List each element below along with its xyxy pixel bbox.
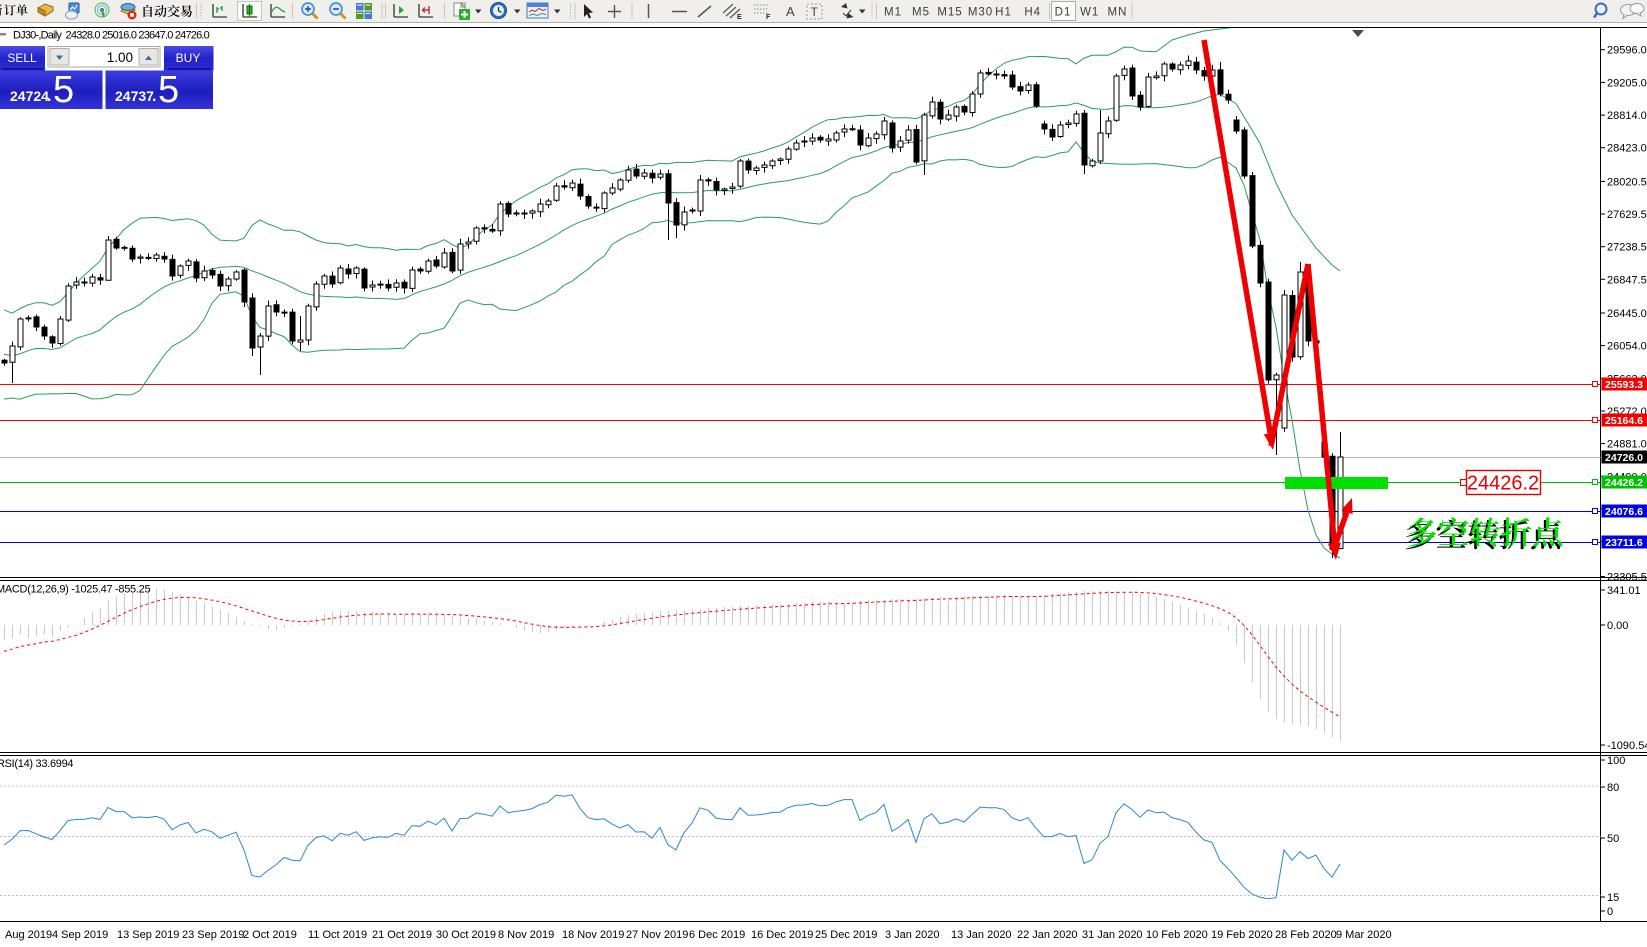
svg-text:0: 0 bbox=[1607, 906, 1613, 918]
svg-text:11 Oct 2019: 11 Oct 2019 bbox=[308, 929, 367, 941]
svg-text:26847.5: 26847.5 bbox=[1607, 274, 1647, 286]
svg-text:A: A bbox=[786, 4, 795, 19]
svg-text:9 Mar 2020: 9 Mar 2020 bbox=[1336, 929, 1392, 941]
svg-text:23305.5: 23305.5 bbox=[1607, 572, 1647, 584]
svg-text:M15: M15 bbox=[937, 7, 962, 19]
svg-text:24724: 24724 bbox=[10, 88, 49, 104]
svg-text:24426.2: 24426.2 bbox=[1467, 473, 1539, 495]
svg-text:13 Jan 2020: 13 Jan 2020 bbox=[951, 929, 1012, 941]
svg-text:341.01: 341.01 bbox=[1607, 585, 1641, 597]
svg-text:BUY: BUY bbox=[176, 51, 201, 65]
svg-text:4 Sep 2019: 4 Sep 2019 bbox=[52, 929, 108, 941]
svg-text:M30: M30 bbox=[968, 7, 993, 19]
svg-text:18 Nov 2019: 18 Nov 2019 bbox=[562, 929, 624, 941]
svg-text:24726.0: 24726.0 bbox=[1605, 452, 1643, 464]
svg-text:25593.3: 25593.3 bbox=[1605, 379, 1643, 391]
svg-text:0.00: 0.00 bbox=[1607, 620, 1628, 632]
svg-text:E: E bbox=[737, 14, 742, 21]
svg-text:50: 50 bbox=[1607, 833, 1619, 845]
svg-text:100: 100 bbox=[1607, 755, 1625, 767]
svg-text:28020.5: 28020.5 bbox=[1607, 176, 1647, 188]
svg-text:30 Oct 2019: 30 Oct 2019 bbox=[436, 929, 496, 941]
svg-text:23711.6: 23711.6 bbox=[1605, 537, 1643, 549]
svg-text:MACD(12,26,9) -1025.47 -855.25: MACD(12,26,9) -1025.47 -855.25 bbox=[0, 584, 150, 596]
svg-text:24737: 24737 bbox=[115, 88, 154, 104]
svg-text:19 Feb 2020: 19 Feb 2020 bbox=[1211, 929, 1273, 941]
svg-text:5: 5 bbox=[53, 69, 74, 111]
svg-text:29596.0: 29596.0 bbox=[1607, 45, 1647, 57]
svg-text:MN: MN bbox=[1108, 7, 1128, 19]
svg-text:8 Nov 2019: 8 Nov 2019 bbox=[498, 929, 554, 941]
svg-text:28814.0: 28814.0 bbox=[1607, 110, 1647, 122]
svg-text:25164.6: 25164.6 bbox=[1605, 415, 1643, 427]
svg-text:24076.6: 24076.6 bbox=[1605, 506, 1643, 518]
svg-text:M5: M5 bbox=[912, 7, 930, 19]
svg-text:24426.2: 24426.2 bbox=[1605, 477, 1643, 489]
svg-text:22 Jan 2020: 22 Jan 2020 bbox=[1017, 929, 1078, 941]
svg-text:27238.5: 27238.5 bbox=[1607, 242, 1647, 254]
svg-text:80: 80 bbox=[1607, 782, 1619, 794]
svg-text:W1: W1 bbox=[1080, 7, 1099, 19]
svg-text:2 Oct 2019: 2 Oct 2019 bbox=[243, 929, 297, 941]
svg-text:16 Dec 2019: 16 Dec 2019 bbox=[751, 929, 813, 941]
svg-text:21 Oct 2019: 21 Oct 2019 bbox=[372, 929, 432, 941]
svg-text:.: . bbox=[47, 88, 51, 105]
svg-text:H1: H1 bbox=[995, 7, 1012, 19]
svg-text:Aug 2019: Aug 2019 bbox=[5, 929, 52, 941]
svg-text:3 Jan 2020: 3 Jan 2020 bbox=[885, 929, 939, 941]
svg-text:D1: D1 bbox=[1055, 7, 1072, 19]
svg-text:H4: H4 bbox=[1024, 7, 1041, 19]
svg-text:28423.0: 28423.0 bbox=[1607, 143, 1647, 155]
svg-text:24881.0: 24881.0 bbox=[1607, 439, 1647, 451]
svg-text:31 Jan 2020: 31 Jan 2020 bbox=[1082, 929, 1143, 941]
svg-text:27 Nov 2019: 27 Nov 2019 bbox=[626, 929, 688, 941]
svg-text:10 Feb 2020: 10 Feb 2020 bbox=[1146, 929, 1208, 941]
svg-text:6 Dec 2019: 6 Dec 2019 bbox=[689, 929, 745, 941]
svg-text:25 Dec 2019: 25 Dec 2019 bbox=[815, 929, 877, 941]
svg-text:23 Sep 2019: 23 Sep 2019 bbox=[182, 929, 244, 941]
svg-text:13 Sep 2019: 13 Sep 2019 bbox=[117, 929, 179, 941]
svg-text:5: 5 bbox=[158, 69, 179, 111]
svg-text:28 Feb 2020: 28 Feb 2020 bbox=[1275, 929, 1337, 941]
svg-text:29205.0: 29205.0 bbox=[1607, 77, 1647, 89]
svg-text:RSI(14) 33.6994: RSI(14) 33.6994 bbox=[0, 758, 73, 770]
svg-text:T: T bbox=[811, 5, 819, 19]
svg-text:F: F bbox=[766, 14, 771, 21]
svg-text:SELL: SELL bbox=[7, 51, 37, 65]
svg-text:DJ30-,Daily 24328.0 25016.0 2: DJ30-,Daily 24328.0 25016.0 23647.0 2472… bbox=[13, 30, 210, 42]
svg-text:26445.0: 26445.0 bbox=[1607, 308, 1647, 320]
svg-text:1.00: 1.00 bbox=[107, 50, 133, 65]
svg-text:26054.0: 26054.0 bbox=[1607, 341, 1647, 353]
svg-text:-1090.54: -1090.54 bbox=[1607, 740, 1647, 752]
svg-text:M1: M1 bbox=[884, 7, 902, 19]
svg-text:15: 15 bbox=[1607, 892, 1619, 904]
svg-text:.: . bbox=[152, 88, 156, 105]
svg-text:27629.5: 27629.5 bbox=[1607, 209, 1647, 221]
